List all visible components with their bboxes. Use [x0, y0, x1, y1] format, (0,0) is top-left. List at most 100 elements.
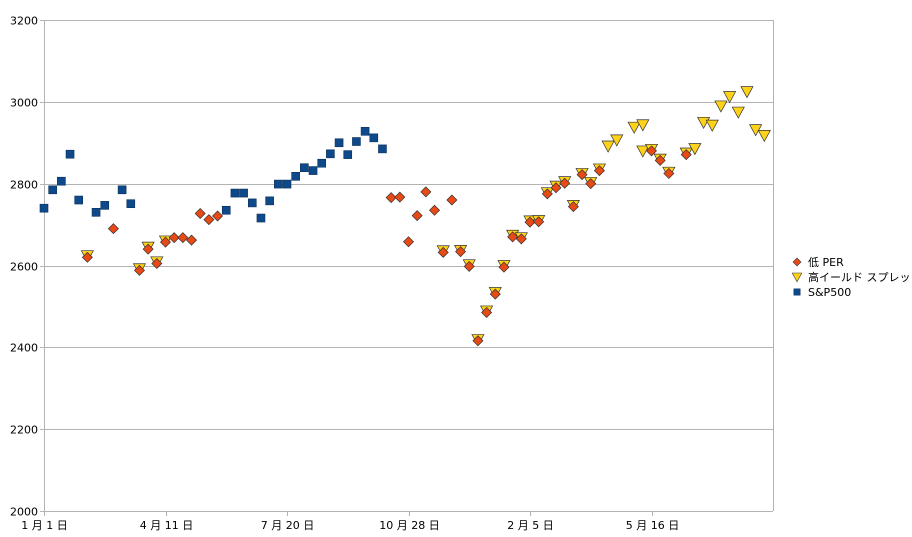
y-tick-label: 2000 — [10, 506, 38, 519]
series-2 — [39, 126, 387, 223]
y-tick-label: 3000 — [10, 97, 38, 110]
data-point — [731, 106, 745, 119]
y-tick-label: 2800 — [10, 179, 38, 192]
legend-label: S&P500 — [808, 286, 851, 299]
data-point — [39, 203, 49, 213]
data-point — [757, 130, 771, 143]
data-points — [39, 86, 771, 347]
data-point — [646, 145, 657, 157]
data-point — [559, 177, 571, 189]
data-point — [151, 257, 163, 269]
data-point — [472, 335, 484, 347]
data-point — [256, 213, 266, 223]
data-point — [636, 145, 650, 158]
data-point — [57, 176, 66, 186]
data-point — [705, 119, 719, 132]
data-point — [91, 208, 101, 217]
data-point — [446, 194, 458, 206]
data-point — [360, 126, 370, 136]
legend-marker — [793, 288, 801, 296]
data-point — [714, 100, 728, 113]
data-point — [343, 150, 353, 159]
data-point — [74, 195, 84, 205]
series-0 — [81, 145, 692, 347]
x-tick-label: 1 月 1 日 — [21, 519, 68, 532]
data-point — [65, 149, 75, 159]
data-point — [334, 138, 344, 148]
data-point — [740, 86, 754, 99]
data-point — [378, 144, 387, 154]
legend-label: 高イールド スプレッド — [808, 270, 912, 284]
data-point — [507, 231, 519, 243]
data-point — [291, 172, 300, 181]
y-tick-label: 2400 — [10, 342, 38, 355]
x-tick-label: 7 月 20 日 — [261, 519, 315, 532]
data-point — [117, 185, 127, 195]
data-point — [160, 236, 171, 248]
data-point — [300, 163, 309, 173]
data-point — [394, 191, 406, 203]
data-point — [550, 182, 562, 194]
legend-marker — [791, 272, 803, 283]
data-point — [533, 216, 545, 228]
legend-label: 低 PER — [808, 256, 844, 269]
data-point — [168, 232, 180, 244]
y-tick-label: 2600 — [10, 261, 38, 274]
data-point — [48, 185, 57, 195]
x-tick-label: 4 月 11 日 — [140, 519, 194, 532]
data-point — [455, 246, 467, 258]
data-point — [186, 234, 198, 246]
data-point — [239, 188, 248, 198]
data-point — [369, 133, 379, 143]
data-point — [420, 186, 432, 198]
data-point — [515, 233, 527, 245]
data-point — [680, 149, 692, 161]
data-point — [221, 205, 231, 215]
data-point — [663, 167, 675, 179]
x-tick-label: 2 月 5 日 — [507, 519, 554, 532]
data-point — [593, 165, 605, 177]
data-point — [610, 134, 624, 147]
x-tick-label: 10 月 28 日 — [379, 519, 439, 532]
y-tick-label: 2200 — [10, 424, 38, 437]
data-point — [576, 169, 588, 181]
legend-entry: 低 PER — [792, 256, 844, 269]
x-tick-label: 5 月 16 日 — [626, 519, 680, 532]
data-point — [403, 236, 414, 248]
data-point — [317, 158, 327, 168]
legend-entry: S&P500 — [793, 286, 851, 299]
data-point — [688, 143, 702, 156]
data-point — [133, 264, 145, 276]
data-point — [230, 188, 240, 198]
legend-entry: 高イールド スプレッド — [791, 270, 912, 284]
data-point — [308, 166, 318, 175]
data-point — [498, 261, 510, 273]
axes — [40, 20, 774, 516]
data-point — [636, 119, 650, 132]
data-point — [541, 188, 553, 200]
data-point — [654, 154, 666, 166]
y-axis-tick-labels: 2000 2200 2400 2600 2800 3000 3200 — [10, 15, 38, 519]
data-point — [107, 223, 119, 235]
data-point — [326, 149, 335, 159]
y-tick-label: 3200 — [10, 15, 38, 28]
data-point — [463, 260, 475, 272]
data-point — [177, 232, 189, 244]
x-axis-tick-labels: 1 月 1 日 4 月 11 日 7 月 20 日 10 月 28 日 2 月 5 日 5… — [21, 519, 679, 532]
data-point — [567, 201, 579, 213]
data-point — [126, 199, 136, 209]
data-point — [282, 179, 292, 189]
data-point — [274, 179, 283, 189]
data-point — [142, 243, 154, 255]
data-point — [524, 216, 536, 228]
data-point — [385, 192, 397, 204]
data-point — [481, 307, 493, 319]
data-point — [203, 214, 215, 226]
data-point — [352, 137, 361, 146]
grid-lines — [44, 20, 773, 512]
data-point — [627, 121, 641, 134]
data-point — [265, 196, 274, 206]
data-point — [100, 201, 110, 210]
data-point — [411, 210, 423, 222]
